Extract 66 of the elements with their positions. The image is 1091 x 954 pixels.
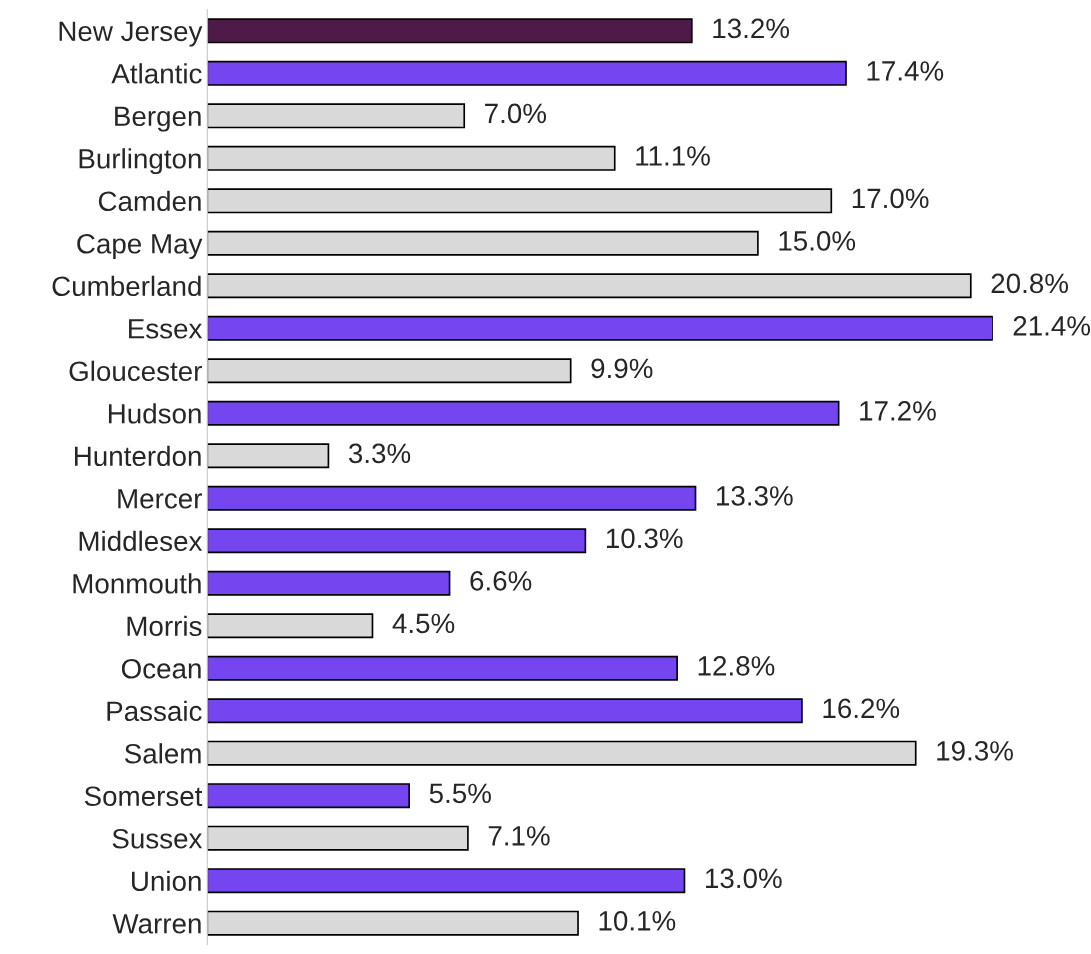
y-tick-label: Bergen: [115, 106, 201, 132]
bar: [207, 783, 411, 809]
y-tick-label: Morris: [127, 615, 202, 637]
bar: [207, 315, 993, 341]
data-label: 21.4%: [1013, 316, 1091, 336]
y-tick-label: Union: [132, 870, 201, 892]
data-label: 6.6%: [470, 571, 532, 591]
y-tick-label: Sussex: [112, 828, 203, 849]
bar: [207, 188, 833, 214]
bar: [207, 60, 847, 86]
bar: [207, 18, 693, 44]
y-tick-label: Burlington: [79, 148, 201, 175]
y-tick-label: Monmouth: [73, 573, 201, 594]
data-label: 7.1%: [488, 826, 550, 846]
bar: [207, 868, 686, 894]
data-label: 11.1%: [636, 146, 710, 166]
y-tick-label: Somerset: [84, 786, 203, 807]
bar: [207, 528, 587, 554]
y-tick-label: Atlantic: [111, 63, 202, 84]
y-tick-label: Hudson: [108, 403, 201, 424]
data-label: 12.8%: [698, 656, 775, 676]
data-label: 17.4%: [867, 61, 944, 81]
data-label: 9.9%: [591, 358, 653, 379]
data-label: 13.2%: [713, 18, 790, 39]
bar: [207, 230, 759, 256]
bar: [207, 400, 840, 426]
y-tick-label: Gloucester: [69, 360, 202, 382]
bar: [207, 273, 972, 299]
data-label: 10.3%: [606, 528, 683, 549]
bar: [207, 358, 572, 384]
y-tick-label: New Jersey: [59, 21, 203, 47]
data-label: 17.2%: [860, 401, 936, 421]
data-label: 16.2%: [823, 698, 900, 719]
data-label: 15.0%: [779, 231, 856, 251]
y-tick-label: Ocean: [121, 658, 201, 679]
data-label: 7.0%: [485, 103, 547, 124]
data-label: 19.3%: [937, 741, 1013, 761]
y-tick-label: Cumberland: [52, 275, 201, 297]
y-tick-label: Passaic: [107, 700, 202, 722]
bar: [207, 825, 469, 851]
y-tick-label: Salem: [124, 743, 201, 764]
y-tick-label: Essex: [129, 319, 203, 339]
bar: [207, 103, 466, 129]
data-label: 4.5%: [392, 613, 455, 634]
bar: [207, 698, 803, 724]
data-label: 13.0%: [706, 868, 782, 889]
y-tick-label: Hunterdon: [75, 445, 201, 467]
bar: [207, 655, 678, 681]
bar: [207, 145, 616, 171]
bar: [207, 910, 579, 936]
data-label: 10.1%: [599, 911, 676, 931]
y-tick-label: Mercer: [118, 489, 202, 509]
data-label: 3.3%: [348, 443, 411, 464]
data-label: 13.3%: [717, 486, 793, 506]
bar: [207, 485, 697, 511]
data-label: 17.0%: [852, 188, 929, 209]
bar: [207, 613, 374, 639]
y-tick-label: Camden: [98, 190, 201, 212]
bar: [207, 443, 330, 469]
y-tick-label: Middlesex: [79, 530, 203, 552]
y-tick-label: Warren: [112, 914, 201, 934]
y-tick-label: Cape May: [77, 233, 203, 260]
data-label: 20.8%: [991, 273, 1069, 294]
bar: [207, 570, 451, 596]
data-label: 5.5%: [429, 783, 491, 804]
bar: [207, 740, 917, 766]
